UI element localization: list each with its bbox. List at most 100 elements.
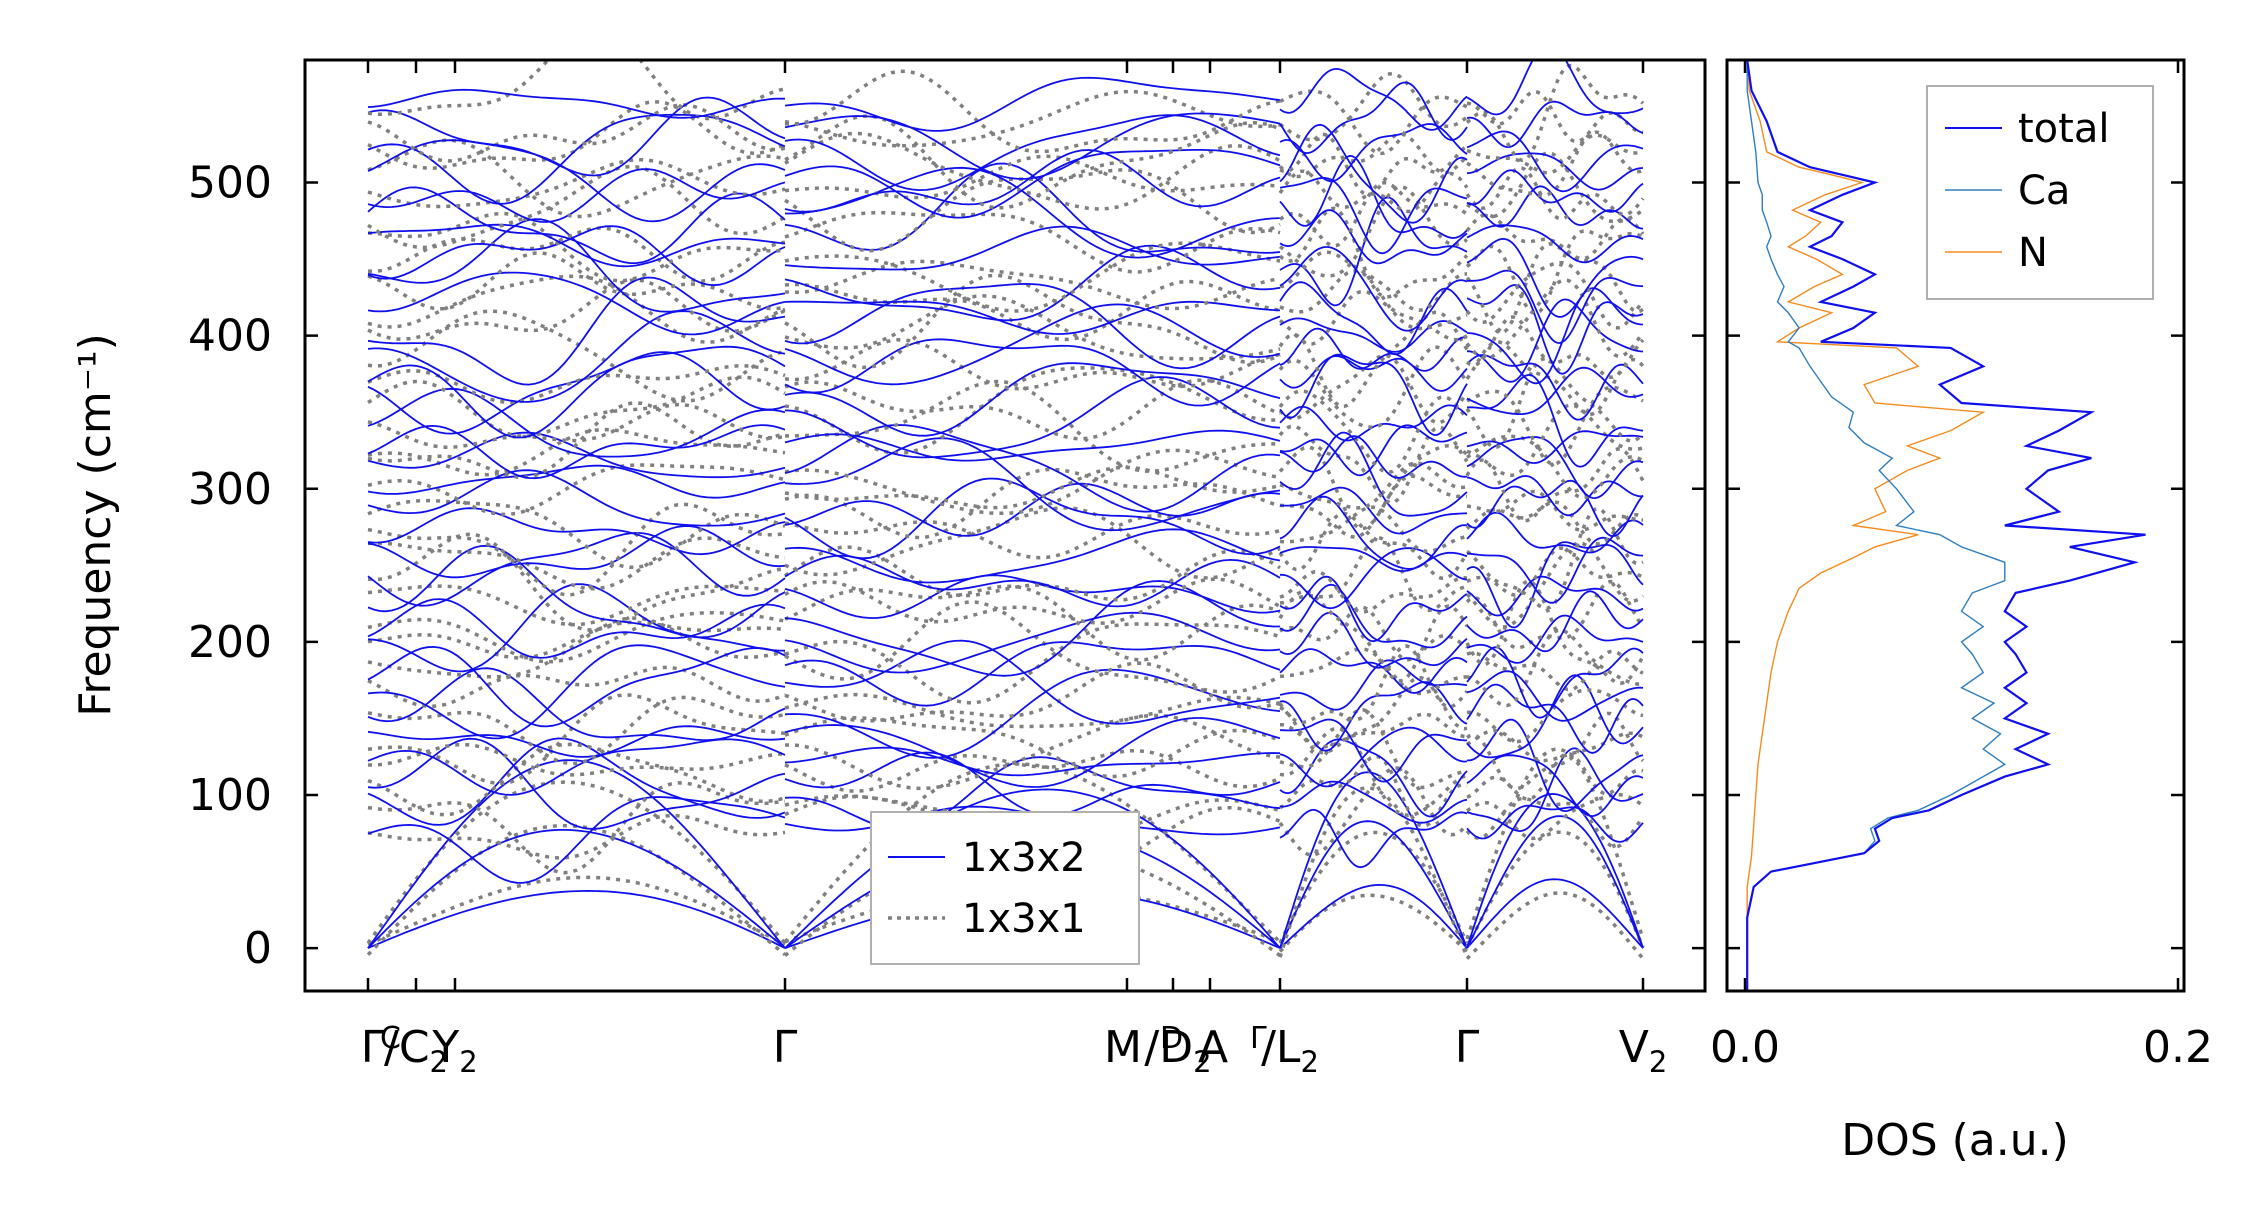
- band-1x3x1-seg0-b7: [367, 693, 786, 786]
- band-1x3x2-seg3-b32: [1466, 152, 1644, 191]
- band-1x3x1-seg1-b20: [785, 379, 1281, 473]
- band-1x3x1-seg3-b10: [1466, 649, 1644, 692]
- band-1x3x2-seg3-b11: [1466, 614, 1644, 664]
- band-1x3x2-seg3-b30: [1466, 185, 1644, 230]
- band-1x3x1-seg3-b26: [1465, 260, 1645, 330]
- band-1x3x1-seg3-b13: [1465, 541, 1645, 629]
- high-symmetry-label-5: M: [1104, 1022, 1142, 1073]
- high-symmetry-label-6: D: [1160, 1021, 1183, 1056]
- band-1x3x1-seg3-b4: [1466, 792, 1645, 841]
- band-1x3x1-seg0-b10: [367, 616, 786, 679]
- band-1x3x1-seg2-b4: [1279, 754, 1468, 828]
- band-1x3x1-seg2-b22: [1278, 353, 1469, 425]
- band-1x3x2-seg0-b13: [367, 544, 786, 639]
- band-1x3x1-seg0-b16: [367, 502, 786, 597]
- dos-line-n: [1746, 60, 1986, 991]
- band-1x3x2-seg3-b1: [1466, 815, 1644, 949]
- band-1x3x1-seg2-b3: [1278, 766, 1469, 857]
- band-1x3x1-seg1-b13: [784, 577, 1281, 625]
- band-1x3x1-seg0-b20: [367, 401, 786, 480]
- band-1x3x2-seg0-b0: [367, 889, 786, 949]
- band-1x3x1-seg3-b33: [1466, 133, 1644, 175]
- high-symmetry-label-3: Y2: [431, 1022, 477, 1079]
- band-1x3x1-seg1-b27: [784, 259, 1281, 311]
- band-1x3x1-seg0-b3: [367, 813, 786, 860]
- band-1x3x2-seg0-b17: [367, 469, 786, 527]
- band-1x3x2-seg2-b21: [1279, 404, 1468, 442]
- band-1x3x2-seg3-b8: [1466, 683, 1644, 754]
- band-1x3x2-seg0-b20: [367, 424, 786, 480]
- band-1x3x2-seg2-b26: [1279, 281, 1468, 356]
- band-1x3x2-seg1-b34: [784, 112, 1281, 180]
- band-axis-ticks: 0 100 200 300 400 500: [188, 60, 1705, 991]
- band-1x3x2-seg2-b25: [1279, 317, 1468, 353]
- y-tick-label-1: 100: [188, 770, 272, 821]
- band-1x3x2-seg1-b4: [784, 756, 1281, 831]
- band-1x3x1-seg1-b2: [783, 762, 1282, 944]
- band-1x3x2-seg3-b26: [1466, 284, 1644, 375]
- band-1x3x1-seg0-b26: [367, 274, 786, 344]
- band-1x3x1-seg1-b5: [784, 749, 1281, 793]
- band-1x3x1-seg3-b8: [1466, 688, 1644, 744]
- y-tick-label-4: 400: [188, 311, 272, 362]
- band-1x3x1-seg2-b6: [1279, 707, 1468, 790]
- band-1x3x2-seg2-b14: [1280, 547, 1468, 610]
- band-1x3x2-seg0-b35: [367, 88, 786, 119]
- band-1x3x2-seg3-b16: [1466, 511, 1644, 554]
- high-symmetry-label-12: V2: [1619, 1022, 1668, 1079]
- band-1x3x1-seg2-b30: [1279, 180, 1468, 248]
- band-1x3x1-seg2-b23: [1278, 345, 1469, 429]
- band-1x3x2-seg1-b25: [784, 282, 1281, 370]
- band-1x3x2-seg3-b23: [1466, 354, 1644, 421]
- band-1x3x2-seg0-b24: [367, 310, 786, 403]
- band-1x3x1-seg2-b5: [1279, 726, 1468, 818]
- band-1x3x1-seg1-b14: [784, 545, 1281, 602]
- band-1x3x1-seg1-b19: [784, 448, 1281, 516]
- band-1x3x1-seg1-b29: [784, 210, 1281, 274]
- band-1x3x2-seg0-b11: [367, 583, 785, 673]
- band-1x3x2-seg1-b16: [784, 477, 1281, 560]
- band-1x3x2-seg0-b3: [367, 796, 786, 884]
- band-1x3x2-seg1-b17: [784, 482, 1281, 537]
- band-1x3x1-seg0-b31: [367, 158, 786, 209]
- band-1x3x1-seg3-b2: [1465, 747, 1645, 940]
- band-1x3x2-seg0-b28: [367, 225, 786, 287]
- band-1x3x2-seg0-b19: [367, 431, 786, 479]
- band-1x3x2-seg0-b15: [367, 525, 786, 579]
- band-1x3x2-seg2-b24: [1279, 327, 1468, 372]
- band-1x3x2-seg0-b5: [367, 737, 786, 830]
- band-1x3x1-seg0-b8: [367, 695, 786, 766]
- band-1x3x2-seg1-b35: [784, 76, 1281, 132]
- band-1x3x2-seg1-b31: [784, 149, 1281, 213]
- band-1x3x2-seg2-b13: [1279, 575, 1468, 643]
- band-1x3x1-seg0-b0: [367, 875, 786, 946]
- band-1x3x2-seg0-b8: [367, 667, 786, 742]
- band-1x3x2-seg0-b7: [367, 725, 786, 758]
- band-1x3x2-seg2-b15: [1279, 546, 1468, 573]
- band-1x3x1-seg1-b8: [784, 692, 1281, 729]
- high-symmetry-label-11: Γ: [1455, 1022, 1480, 1073]
- band-1x3x2-seg2-b35: [1279, 67, 1468, 131]
- band-1x3x2-seg2-b1: [1279, 820, 1468, 949]
- band-1x3x1-seg3-b1: [1465, 830, 1645, 949]
- band-1x3x2-seg1-b19: [784, 424, 1281, 513]
- band-1x3x2-seg2-b18: [1279, 431, 1468, 517]
- band-1x3x2-seg3-b5: [1466, 754, 1644, 818]
- band-1x3x2-seg2-b9: [1279, 659, 1468, 711]
- band-1x3x1-seg0-b4: [367, 781, 786, 875]
- dos-legend-frame: [1926, 85, 2154, 300]
- band-1x3x2-seg2-b3: [1279, 809, 1468, 869]
- band-1x3x1-seg2-b15: [1278, 511, 1469, 581]
- band-1x3x1-seg3-b14: [1466, 546, 1644, 597]
- band-1x3x2-seg3-b9: [1466, 670, 1644, 722]
- band-1x3x1-seg0-b30: [367, 164, 786, 250]
- band-1x3x2-seg1-b6: [784, 746, 1281, 777]
- band-1x3x1-seg2-b24: [1278, 310, 1469, 409]
- legend-label-1x3x1: 1x3x1: [962, 896, 1086, 942]
- band-1x3x2-seg3-b2: [1466, 793, 1644, 949]
- band-1x3x1-seg1-b7: [784, 716, 1281, 779]
- band-1x3x1-seg0-b25: [367, 278, 786, 341]
- band-1x3x1-seg2-b21: [1278, 389, 1469, 474]
- band-1x3x1-seg3-b34: [1466, 89, 1644, 144]
- band-1x3x1-seg2-b9: [1278, 643, 1469, 725]
